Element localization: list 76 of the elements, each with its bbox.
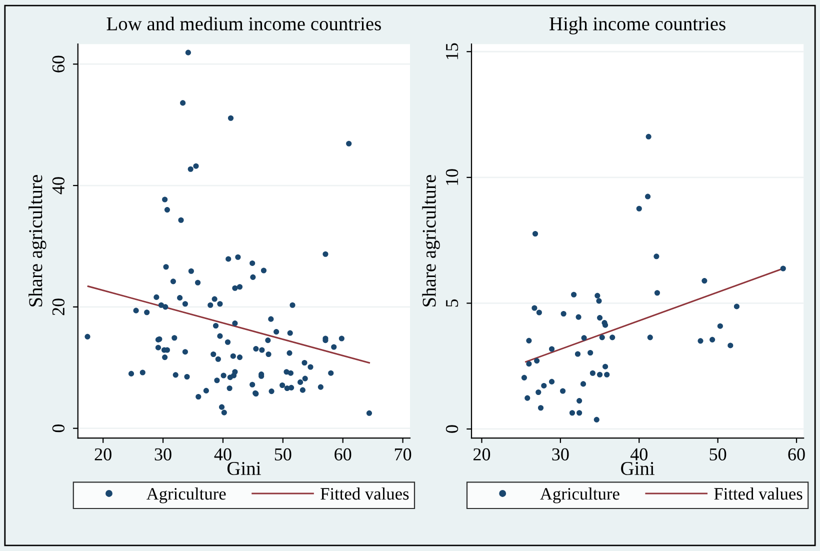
x-axis-title: Gini	[227, 462, 261, 476]
y-axis-title: Share agriculture	[422, 175, 440, 306]
point	[574, 351, 581, 357]
point	[571, 292, 577, 298]
y-tick-label: 20	[52, 298, 65, 316]
point	[581, 335, 587, 341]
y-tick-label: 15	[446, 43, 458, 60]
point	[541, 382, 547, 388]
chart-title: Low and medium income countries	[106, 16, 381, 30]
chart-title: High income countries	[550, 16, 726, 34]
x-tick-label: 60	[334, 448, 352, 460]
point	[532, 230, 538, 237]
point	[521, 374, 528, 380]
point	[526, 338, 532, 344]
legend-label: Fitted values	[714, 487, 802, 500]
point	[548, 346, 555, 352]
point	[610, 334, 616, 340]
x-tick-label: 30	[552, 448, 569, 460]
point	[569, 410, 576, 416]
point	[599, 334, 605, 340]
point	[560, 310, 566, 317]
legend-label: Agriculture	[540, 487, 620, 504]
x-axis-title: Gini	[621, 462, 654, 476]
point	[576, 410, 582, 416]
point	[536, 389, 542, 396]
point	[646, 134, 652, 140]
point	[526, 361, 532, 367]
x-tick-label: 40	[630, 448, 648, 460]
x-tick-label: 20	[473, 448, 490, 460]
x-tick-label: 50	[274, 448, 292, 460]
x-tick-label: 70	[394, 448, 412, 460]
y-axis-title: Share agriculture	[28, 175, 46, 306]
point	[654, 290, 660, 296]
legend-label: Fitted values	[320, 487, 409, 500]
point	[645, 194, 651, 200]
point	[602, 364, 608, 370]
point	[590, 370, 596, 376]
point	[524, 395, 530, 401]
point	[588, 350, 594, 356]
point	[654, 254, 660, 260]
point	[534, 358, 540, 364]
point	[734, 304, 740, 310]
y-tick-label: 5	[446, 299, 458, 307]
point	[698, 338, 704, 344]
y-tick-label: 0	[52, 424, 65, 432]
y-tick-label: 0	[446, 425, 458, 433]
point	[548, 378, 555, 384]
point	[596, 298, 602, 304]
x-tick-label: 20	[94, 448, 112, 460]
point	[728, 342, 734, 348]
y-tick-label: 40	[52, 177, 65, 194]
point	[604, 372, 610, 378]
y-tick-label: 60	[52, 56, 65, 72]
point	[647, 334, 653, 340]
point	[538, 405, 544, 411]
point	[596, 372, 603, 378]
legend-label: Agriculture	[146, 487, 226, 504]
point	[717, 323, 723, 329]
point	[780, 266, 786, 272]
x-tick-label: 50	[710, 448, 726, 460]
point	[596, 315, 603, 321]
x-tick-label: 40	[214, 448, 232, 460]
point	[536, 310, 542, 316]
point	[710, 336, 716, 342]
point	[576, 398, 582, 404]
x-tick-label: 60	[788, 448, 805, 460]
point	[580, 381, 586, 387]
point	[532, 305, 538, 311]
point	[560, 388, 566, 394]
point	[702, 278, 708, 284]
point	[636, 206, 642, 212]
x-tick-label: 30	[154, 448, 172, 460]
point	[594, 416, 600, 422]
point	[576, 314, 582, 320]
point	[594, 292, 600, 298]
y-tick-label: 10	[446, 169, 458, 185]
